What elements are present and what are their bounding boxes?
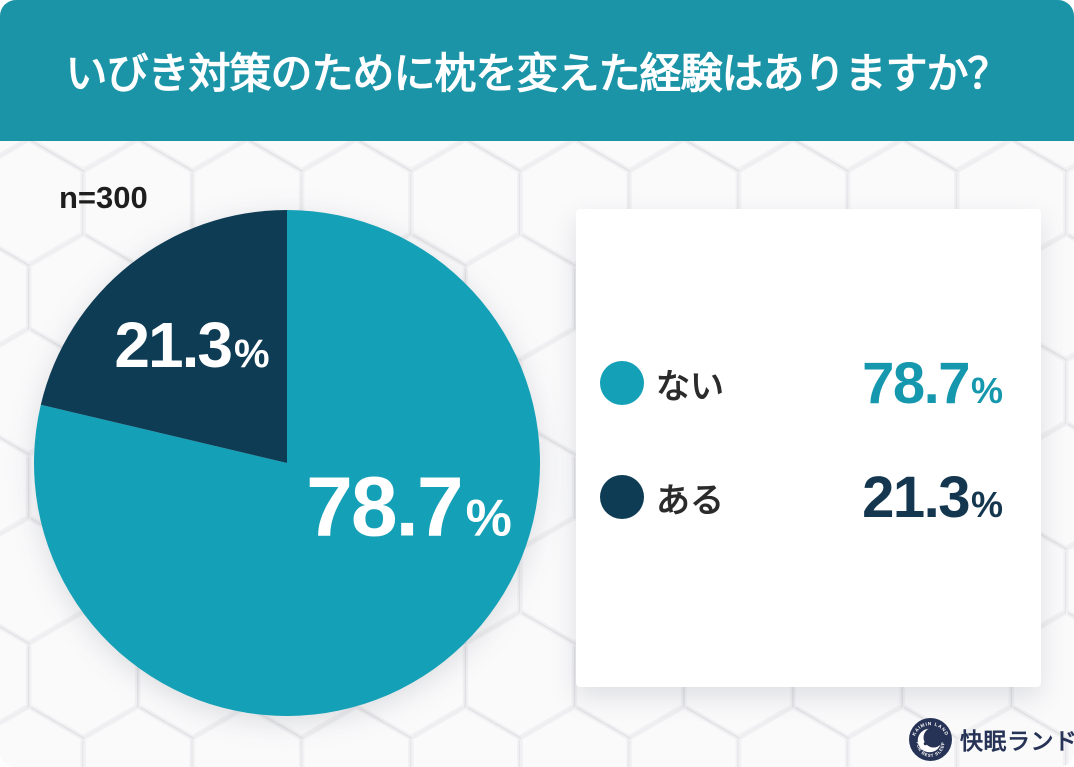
pie-chart (34, 210, 541, 716)
pie-slice-label-nai: 78.7 % (306, 459, 512, 556)
legend-value-number-aru: 21.3 (862, 464, 970, 530)
pie-chart-svg (34, 210, 541, 716)
page-title: いびき対策のために枕を変えた経験はありますか？ (65, 50, 1009, 97)
legend-value-nai: 78.7 % (862, 350, 1003, 417)
legend-swatch-aru-icon (600, 475, 644, 519)
brand-name: 快眠ランド (960, 728, 1074, 754)
brand-logo: KAIMIN LAND FOR BEST SLEEP 快眠ランド (908, 716, 1074, 762)
legend-value-unit-aru: % (970, 483, 1003, 525)
header-bar: いびき対策のために枕を変えた経験はありますか？ (0, 0, 1074, 141)
legend-card: ない 78.7 % ある 21.3 % (576, 209, 1041, 687)
legend-row-aru: ある 21.3 % (600, 465, 1003, 530)
legend-value-unit-nai: % (970, 369, 1003, 411)
legend-swatch-nai-icon (600, 361, 644, 405)
crescent-moon-icon (917, 726, 944, 752)
legend-row-nai: ない 78.7 % (600, 351, 1003, 416)
brand-badge-icon: KAIMIN LAND FOR BEST SLEEP (909, 717, 952, 761)
sample-size-label: n=300 (59, 180, 148, 215)
legend-label-nai: ない (656, 367, 724, 406)
pie-slice-value-aru: 21.3 (114, 309, 233, 381)
pie-slice-aru (40, 210, 288, 463)
legend-value-number-nai: 78.7 (862, 350, 970, 416)
pie-slice-unit-nai: % (465, 489, 512, 548)
pie-slice-unit-aru: % (233, 332, 270, 376)
pie-slice-label-aru: 21.3 % (114, 308, 269, 382)
pie-slice-nai (34, 210, 541, 716)
pie-slice-value-nai: 78.7 (306, 459, 463, 554)
legend-value-aru: 21.3 % (862, 464, 1003, 531)
legend-label-aru: ある (656, 481, 724, 520)
